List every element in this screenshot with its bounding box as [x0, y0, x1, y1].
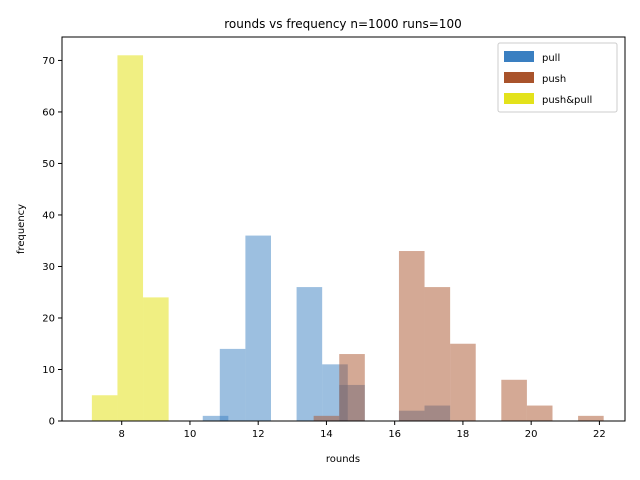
- x-axis-label: rounds: [326, 454, 360, 465]
- x-tick-label: 8: [119, 429, 125, 440]
- plot-frame: [61, 36, 626, 422]
- bar-push-2: [398, 251, 425, 421]
- y-axis-label: frequency: [16, 204, 27, 254]
- bar-push-0: [313, 415, 340, 421]
- bar-push-3: [424, 287, 451, 421]
- y-tick-label: 40: [42, 210, 55, 221]
- legend: pull push push&pull: [497, 42, 618, 113]
- x-tick-label: 16: [388, 429, 401, 440]
- legend-label: pull: [542, 53, 560, 64]
- bar-push-1: [339, 354, 365, 421]
- bar-pull-1: [219, 348, 246, 421]
- bar-push-pull-2: [143, 297, 169, 421]
- bar-push-6: [526, 405, 553, 421]
- x-tick-label: 20: [525, 429, 538, 440]
- legend-label: push&pull: [542, 95, 592, 106]
- bar-push-pull-0: [91, 395, 118, 421]
- y-tick-label: 50: [42, 159, 55, 170]
- x-axis-ticks: 8 10 12 14 16 18 20 22: [119, 421, 606, 440]
- bar-pull-2: [245, 235, 271, 421]
- x-tick-label: 12: [252, 429, 265, 440]
- y-tick-label: 20: [42, 313, 55, 324]
- x-tick-label: 14: [320, 429, 333, 440]
- y-tick-label: 30: [42, 262, 55, 273]
- y-axis-ticks: 0 10 20 30 40 50 60 70: [42, 56, 62, 428]
- y-tick-label: 70: [42, 56, 55, 67]
- x-tick-label: 10: [184, 429, 197, 440]
- chart-title: rounds vs frequency n=1000 runs=100: [224, 17, 461, 31]
- legend-swatch-pull: [504, 51, 534, 62]
- bar-pull-0: [202, 415, 229, 421]
- bar-push-4: [450, 343, 476, 421]
- bar-push-7: [578, 415, 604, 421]
- bar-push-5: [501, 379, 527, 421]
- legend-swatch-push-pull: [504, 93, 534, 104]
- x-tick-label: 22: [593, 429, 606, 440]
- y-tick-label: 0: [49, 417, 55, 428]
- bars-layer: [91, 55, 604, 421]
- bar-push-pull-1: [117, 55, 144, 421]
- legend-label: push: [542, 74, 566, 85]
- legend-swatch-push: [504, 72, 534, 83]
- y-tick-label: 60: [42, 107, 55, 118]
- bar-pull-3: [296, 287, 323, 421]
- x-tick-label: 18: [457, 429, 470, 440]
- y-tick-label: 10: [42, 365, 55, 376]
